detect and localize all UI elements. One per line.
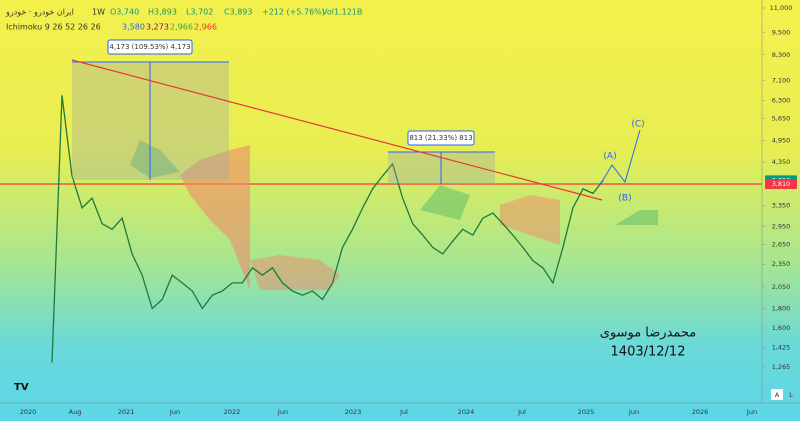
axis-button[interactable] xyxy=(771,389,783,400)
price-tick-label: 1,425 xyxy=(772,343,791,351)
cloud-bear xyxy=(180,145,250,290)
time-tick-label: 2020 xyxy=(20,408,37,416)
cloud-bear xyxy=(500,195,560,245)
wave-projection xyxy=(599,129,641,186)
signature-name: محمدرضا موسوی xyxy=(600,326,697,341)
measure-label: 4,173 (109.53%) 4,173 xyxy=(109,43,190,51)
measure-label-box xyxy=(407,130,475,146)
time-tick-label: 2022 xyxy=(224,408,241,416)
cloud-bear xyxy=(250,255,340,290)
price-tick-label: 9,500 xyxy=(772,28,791,36)
interval: 1W xyxy=(92,8,105,17)
close: C3,893 xyxy=(224,8,253,17)
cloud-bull xyxy=(420,185,470,220)
indicator-value: 3,273 xyxy=(146,23,169,32)
price-tick-label: 3,350 xyxy=(772,201,791,209)
price-tick-label: 6,300 xyxy=(772,97,791,105)
wave-label: (B) xyxy=(618,194,631,204)
signature-date: 1403/12/12 xyxy=(611,345,686,360)
time-tick-label: Jun xyxy=(277,408,288,416)
wave-label: (C) xyxy=(631,120,644,130)
open: O3,740 xyxy=(110,8,139,17)
measure-label-box xyxy=(107,39,193,55)
price-tick-label: 2,650 xyxy=(772,240,791,248)
cloud-bull xyxy=(130,140,180,178)
price-tick-label: 1,800 xyxy=(772,304,791,312)
time-tick-label: 2026 xyxy=(692,408,709,416)
axis-button-label[interactable]: A xyxy=(775,391,780,399)
time-tick-label: 2025 xyxy=(578,408,595,416)
price-tick-label: 8,300 xyxy=(772,51,791,59)
price-tick-label: 4,950 xyxy=(772,137,791,145)
wave-label: (A) xyxy=(603,152,616,162)
measure-label: 813 (21.33%) 813 xyxy=(409,134,472,142)
change: +212 (+5.76%) xyxy=(262,8,325,17)
indicator-value: 2,966 xyxy=(194,23,217,32)
time-tick-label: Jul xyxy=(399,408,408,416)
price-badge-label: 3,810 xyxy=(772,180,791,188)
time-tick-label: Jun xyxy=(746,408,757,416)
low: L3,702 xyxy=(186,8,213,17)
price-tick-label: 11,000 xyxy=(770,4,793,12)
cloud-bull xyxy=(615,210,658,225)
high: H3,893 xyxy=(148,8,177,17)
time-tick-label: Jul xyxy=(517,408,526,416)
time-tick-label: Aug xyxy=(69,408,82,416)
time-tick-label: 2024 xyxy=(458,408,475,416)
price-tick-label: 1,600 xyxy=(772,324,791,332)
axis-button-label[interactable]: L xyxy=(789,391,793,399)
trend-line xyxy=(71,59,603,201)
time-tick-label: 2023 xyxy=(345,408,362,416)
price-tick-label: 2,050 xyxy=(772,283,791,291)
time-tick-label: Jun xyxy=(169,408,180,416)
price-tick-label: 7,100 xyxy=(772,77,791,85)
symbol: ایران خودرو · خودرو xyxy=(5,8,74,17)
price-tick-label: 2,350 xyxy=(772,260,791,268)
indicator-name: Ichimoku 9 26 52 26 26 xyxy=(6,23,101,32)
indicator-value: 3,580 xyxy=(122,23,145,32)
price-line xyxy=(51,95,604,363)
indicator-value: 2,966 xyxy=(170,23,193,32)
volume: Vol1.121B xyxy=(322,8,362,17)
time-tick-label: Jun xyxy=(628,408,639,416)
tv-logo: TV xyxy=(14,382,29,393)
price-tick-label: 2,950 xyxy=(772,222,791,230)
time-tick-label: 2021 xyxy=(118,408,135,416)
price-tick-label: 5,650 xyxy=(772,115,791,123)
price-badge xyxy=(765,179,797,190)
price-tick-label: 4,350 xyxy=(772,158,791,166)
price-tick-label: 1,265 xyxy=(772,363,791,371)
